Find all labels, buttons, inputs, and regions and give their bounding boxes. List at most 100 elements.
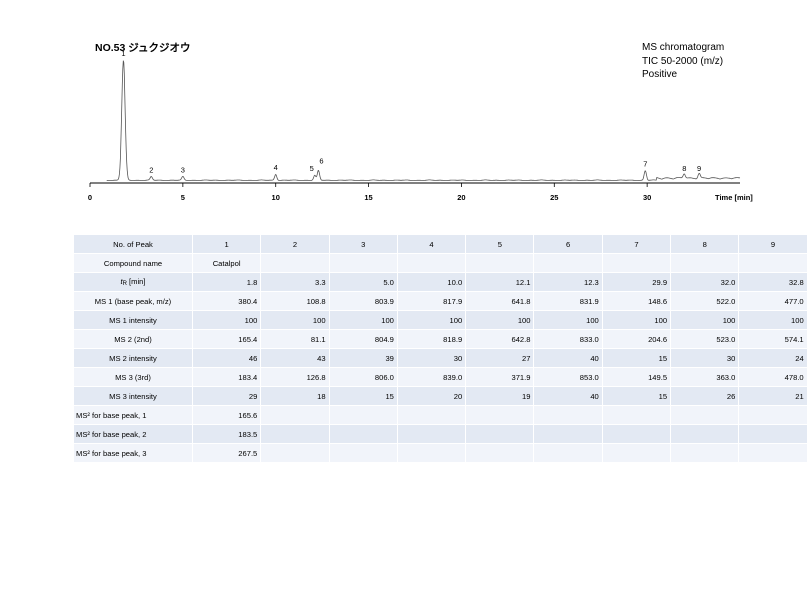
value-cell: 32.8 (739, 273, 807, 291)
row-label: MS² for base peak, 2 (74, 425, 192, 443)
value-cell (671, 406, 739, 424)
value-cell: 149.5 (602, 368, 671, 386)
value-cell: 831.9 (534, 292, 602, 310)
acquisition-info: MS chromatogram TIC 50-2000 (m/z) Positi… (642, 41, 724, 82)
value-cell (397, 444, 466, 462)
value-cell: 1.8 (193, 273, 261, 291)
value-cell (602, 444, 671, 462)
value-cell (739, 254, 807, 272)
value-cell (329, 425, 397, 443)
value-cell: 833.0 (534, 330, 602, 348)
value-cell: 803.9 (329, 292, 397, 310)
value-cell: 642.8 (466, 330, 534, 348)
value-cell (261, 425, 329, 443)
table-row: tR [min] 1.8 3.3 5.0 10.0 12.1 12.3 29.9 32.0 32.… (74, 273, 807, 291)
value-cell (261, 254, 329, 272)
value-cell: 165.6 (193, 406, 261, 424)
table-row: MS² for base peak, 3 267.5 (74, 444, 807, 462)
chart-title: NO.53 ジュクジオウ (95, 42, 191, 54)
row-label: MS 3 (3rd) (74, 368, 192, 386)
value-cell: 29.9 (602, 273, 671, 291)
value-cell: 100 (466, 311, 534, 329)
value-cell: 24 (739, 349, 807, 367)
value-cell (397, 406, 466, 424)
peak-label-1: 1 (121, 49, 125, 58)
value-cell: 40 (534, 349, 602, 367)
value-cell (671, 444, 739, 462)
tic-trace (106, 60, 741, 181)
peak-label-3: 3 (181, 165, 185, 174)
value-cell: 100 (193, 311, 261, 329)
peak-number-cell: 1 (193, 235, 261, 253)
value-cell: 27 (466, 349, 534, 367)
peak-table: No. of Peak 1 2 3 4 5 6 7 8 9 Compound name Catalpo… (73, 234, 808, 463)
value-cell: 108.8 (261, 292, 329, 310)
info-line: TIC 50-2000 (m/z) (642, 55, 724, 67)
value-cell: 478.0 (739, 368, 807, 386)
info-line: MS chromatogram (642, 42, 725, 53)
value-cell: 12.1 (466, 273, 534, 291)
value-cell: 371.9 (466, 368, 534, 386)
value-cell: 100 (534, 311, 602, 329)
value-cell: 40 (534, 387, 602, 405)
value-cell: 574.1 (739, 330, 807, 348)
value-cell: 29 (193, 387, 261, 405)
value-cell: 100 (397, 311, 466, 329)
value-cell: 10.0 (397, 273, 466, 291)
value-cell: 46 (193, 349, 261, 367)
peak-number-cell: 6 (534, 235, 602, 253)
x-tick-label: 5 (181, 193, 185, 202)
x-tick-label: 10 (272, 193, 280, 202)
value-cell (329, 406, 397, 424)
peak-number-cell: 3 (329, 235, 397, 253)
row-label: MS² for base peak, 1 (74, 406, 192, 424)
value-cell: 15 (602, 387, 671, 405)
value-cell: 477.0 (739, 292, 807, 310)
value-cell (261, 444, 329, 462)
value-cell (739, 406, 807, 424)
value-cell: 20 (397, 387, 466, 405)
value-cell (329, 444, 397, 462)
value-cell: 126.8 (261, 368, 329, 386)
value-cell: 100 (671, 311, 739, 329)
peak-number-cell: 9 (739, 235, 807, 253)
value-cell: 523.0 (671, 330, 739, 348)
value-cell: 39 (329, 349, 397, 367)
x-tick-label: 25 (550, 193, 558, 202)
x-tick-label: 20 (457, 193, 465, 202)
row-label: MS 1 intensity (74, 311, 192, 329)
peak-number-cell: 4 (397, 235, 466, 253)
value-cell: 806.0 (329, 368, 397, 386)
peak-number-cell: 2 (261, 235, 329, 253)
value-cell: 12.3 (534, 273, 602, 291)
value-cell: 100 (261, 311, 329, 329)
x-axis-label: Time [min] (715, 193, 753, 202)
row-label: MS² for base peak, 3 (74, 444, 192, 462)
x-tick-label: 30 (643, 193, 651, 202)
value-cell: 818.9 (397, 330, 466, 348)
value-cell (466, 254, 534, 272)
value-cell: 100 (739, 311, 807, 329)
value-cell: 19 (466, 387, 534, 405)
peak-number-cell: 5 (466, 235, 534, 253)
value-cell: 81.1 (261, 330, 329, 348)
value-cell (534, 444, 602, 462)
value-cell: 43 (261, 349, 329, 367)
x-axis-ticks: 0 5 10 15 20 25 30 (88, 183, 651, 202)
value-cell: 267.5 (193, 444, 261, 462)
value-cell (534, 406, 602, 424)
value-cell: 183.5 (193, 425, 261, 443)
value-cell: 183.4 (193, 368, 261, 386)
peak-label-6: 6 (319, 156, 323, 165)
value-cell: 522.0 (671, 292, 739, 310)
peak-labels: 1 2 3 4 56 7 8 9 (121, 49, 701, 174)
peak-label-5: 5 (310, 164, 314, 173)
row-label: Compound name (74, 254, 192, 272)
value-cell: 165.4 (193, 330, 261, 348)
value-cell: 21 (739, 387, 807, 405)
value-cell (602, 254, 671, 272)
value-cell (466, 444, 534, 462)
value-cell: 853.0 (534, 368, 602, 386)
value-cell: 804.9 (329, 330, 397, 348)
row-label: tR [min] (74, 273, 192, 291)
